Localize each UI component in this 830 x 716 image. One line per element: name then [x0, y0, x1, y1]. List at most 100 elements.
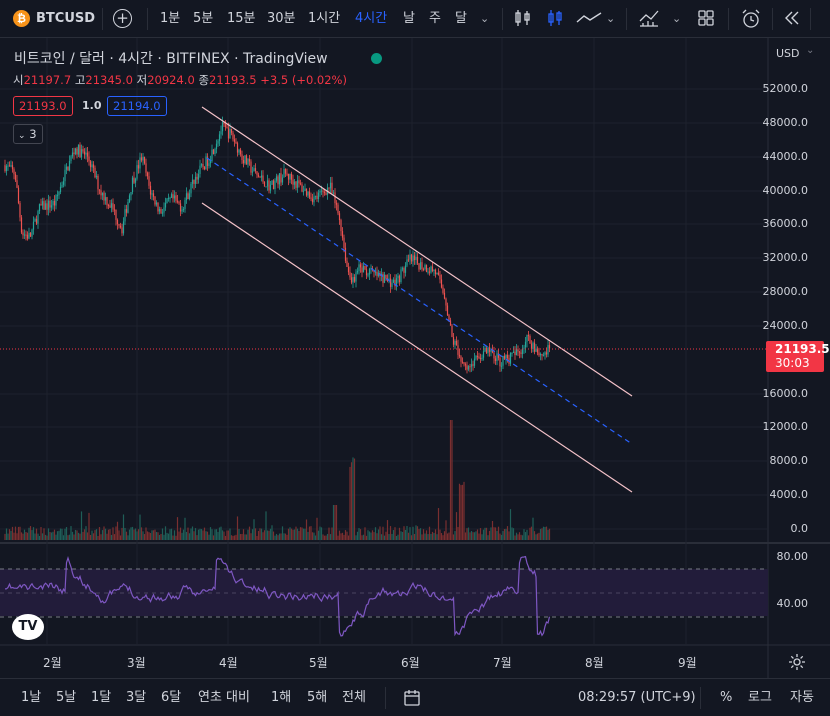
volume-bar — [40, 526, 42, 540]
candle-body — [203, 166, 206, 170]
candle-body — [488, 347, 491, 352]
open-value: 21197.7 — [23, 73, 72, 87]
price-chart[interactable] — [0, 38, 830, 678]
range-ytd[interactable]: 연초 대비 — [198, 690, 250, 705]
sell-button[interactable]: 21193.0 — [13, 96, 73, 116]
indicators-toggle[interactable]: ⌄ 3 — [13, 124, 43, 144]
candle-body — [43, 201, 45, 210]
volume-bar — [487, 535, 489, 540]
interval-5m[interactable]: 5분 — [193, 11, 214, 26]
volume-bar — [77, 532, 80, 540]
rsi-line — [4, 555, 551, 637]
candle-body — [391, 282, 393, 287]
interval-week[interactable]: 주 — [429, 11, 441, 26]
candle-body — [134, 178, 137, 183]
interval-15m[interactable]: 15분 — [227, 11, 256, 26]
layout-grid-icon[interactable] — [697, 9, 715, 27]
price-axis-label: 28000.0 — [762, 285, 809, 298]
volume-bar — [136, 531, 138, 540]
interval-month[interactable]: 달 — [455, 11, 467, 26]
range-5y[interactable]: 5해 — [307, 690, 328, 705]
auto-toggle[interactable]: 자동 — [790, 690, 814, 705]
volume-bar — [37, 533, 39, 540]
volume-bar — [490, 527, 492, 540]
candle-body — [98, 189, 101, 191]
candle-body — [55, 195, 57, 206]
candles-icon[interactable] — [545, 8, 565, 28]
settings-gear-icon[interactable] — [788, 653, 806, 671]
volume-bar — [418, 529, 420, 540]
candle-body — [20, 217, 23, 233]
interval-1m[interactable]: 1분 — [160, 11, 181, 26]
candle-body — [458, 354, 461, 357]
volume-bar — [428, 526, 431, 540]
indicators-icon[interactable] — [638, 8, 660, 28]
candle-body — [544, 352, 546, 355]
candle-body — [470, 364, 473, 367]
indicators-chevron-icon[interactable]: ⌄ — [672, 12, 682, 25]
volume-bar — [422, 529, 425, 540]
volume-bar — [50, 532, 53, 540]
volume-bar — [181, 532, 183, 540]
interval-day[interactable]: 날 — [403, 11, 415, 26]
volume-bar — [262, 532, 264, 540]
percent-toggle[interactable]: % — [720, 690, 733, 705]
candle-body — [385, 274, 387, 279]
volume-bar — [56, 531, 59, 540]
symbol-search[interactable]: BTCUSD — [36, 11, 96, 26]
buy-button[interactable]: 21194.0 — [107, 96, 167, 116]
interval-chevron-icon[interactable]: ⌄ — [480, 12, 490, 25]
interval-4h[interactable]: 4시간 — [355, 11, 388, 26]
range-3m[interactable]: 3달 — [126, 690, 147, 705]
channel-upper-line — [201, 106, 633, 397]
candle-body — [262, 175, 264, 182]
volume-bar — [391, 533, 393, 540]
range-1m[interactable]: 1달 — [91, 690, 112, 705]
candle-body — [337, 204, 339, 214]
candle-body — [302, 190, 305, 192]
candle-body — [50, 205, 53, 208]
range-6m[interactable]: 6달 — [161, 690, 182, 705]
add-symbol-icon[interactable]: + — [113, 9, 132, 28]
volume-bar — [293, 529, 296, 540]
volume-bar — [353, 458, 356, 540]
interval-1h[interactable]: 1시간 — [308, 11, 341, 26]
currency-label[interactable]: USD — [776, 47, 800, 60]
range-5d[interactable]: 5날 — [56, 690, 77, 705]
clock[interactable]: 08:29:57 (UTC+9) — [578, 690, 696, 705]
line-style-icon[interactable] — [575, 8, 603, 28]
date-range-icon[interactable] — [403, 689, 421, 707]
bar-style-icon[interactable] — [513, 8, 533, 28]
candle-body — [370, 268, 372, 270]
range-1y[interactable]: 1해 — [271, 690, 292, 705]
candle-body — [514, 351, 516, 356]
volume-bar — [385, 531, 387, 540]
candle-body — [26, 234, 29, 239]
candle-body — [202, 164, 204, 167]
range-1d[interactable]: 1날 — [21, 690, 42, 705]
volume-bar — [545, 526, 548, 540]
interval-30m[interactable]: 30분 — [267, 11, 296, 26]
volume-bar — [266, 530, 269, 540]
candle-body — [494, 358, 497, 361]
log-toggle[interactable]: 로그 — [748, 690, 772, 705]
volume-bar — [440, 533, 443, 540]
candle-body — [484, 348, 486, 352]
candle-body — [353, 277, 356, 282]
candle-body — [230, 128, 233, 133]
line-chevron-icon[interactable]: ⌄ — [606, 12, 616, 25]
range-all[interactable]: 전체 — [342, 690, 366, 705]
candle-body — [208, 163, 210, 166]
volume-bar — [245, 534, 248, 540]
volume-bar — [322, 534, 324, 540]
candle-body — [269, 184, 272, 191]
candle-body — [205, 156, 207, 170]
candle-body — [473, 358, 476, 366]
candle-body — [364, 265, 366, 270]
volume-bar — [139, 514, 141, 540]
alert-clock-icon[interactable] — [740, 8, 762, 30]
volume-bar — [52, 531, 54, 540]
volume-bar — [86, 532, 89, 540]
replay-icon[interactable] — [783, 9, 801, 27]
volume-bar — [22, 533, 24, 540]
